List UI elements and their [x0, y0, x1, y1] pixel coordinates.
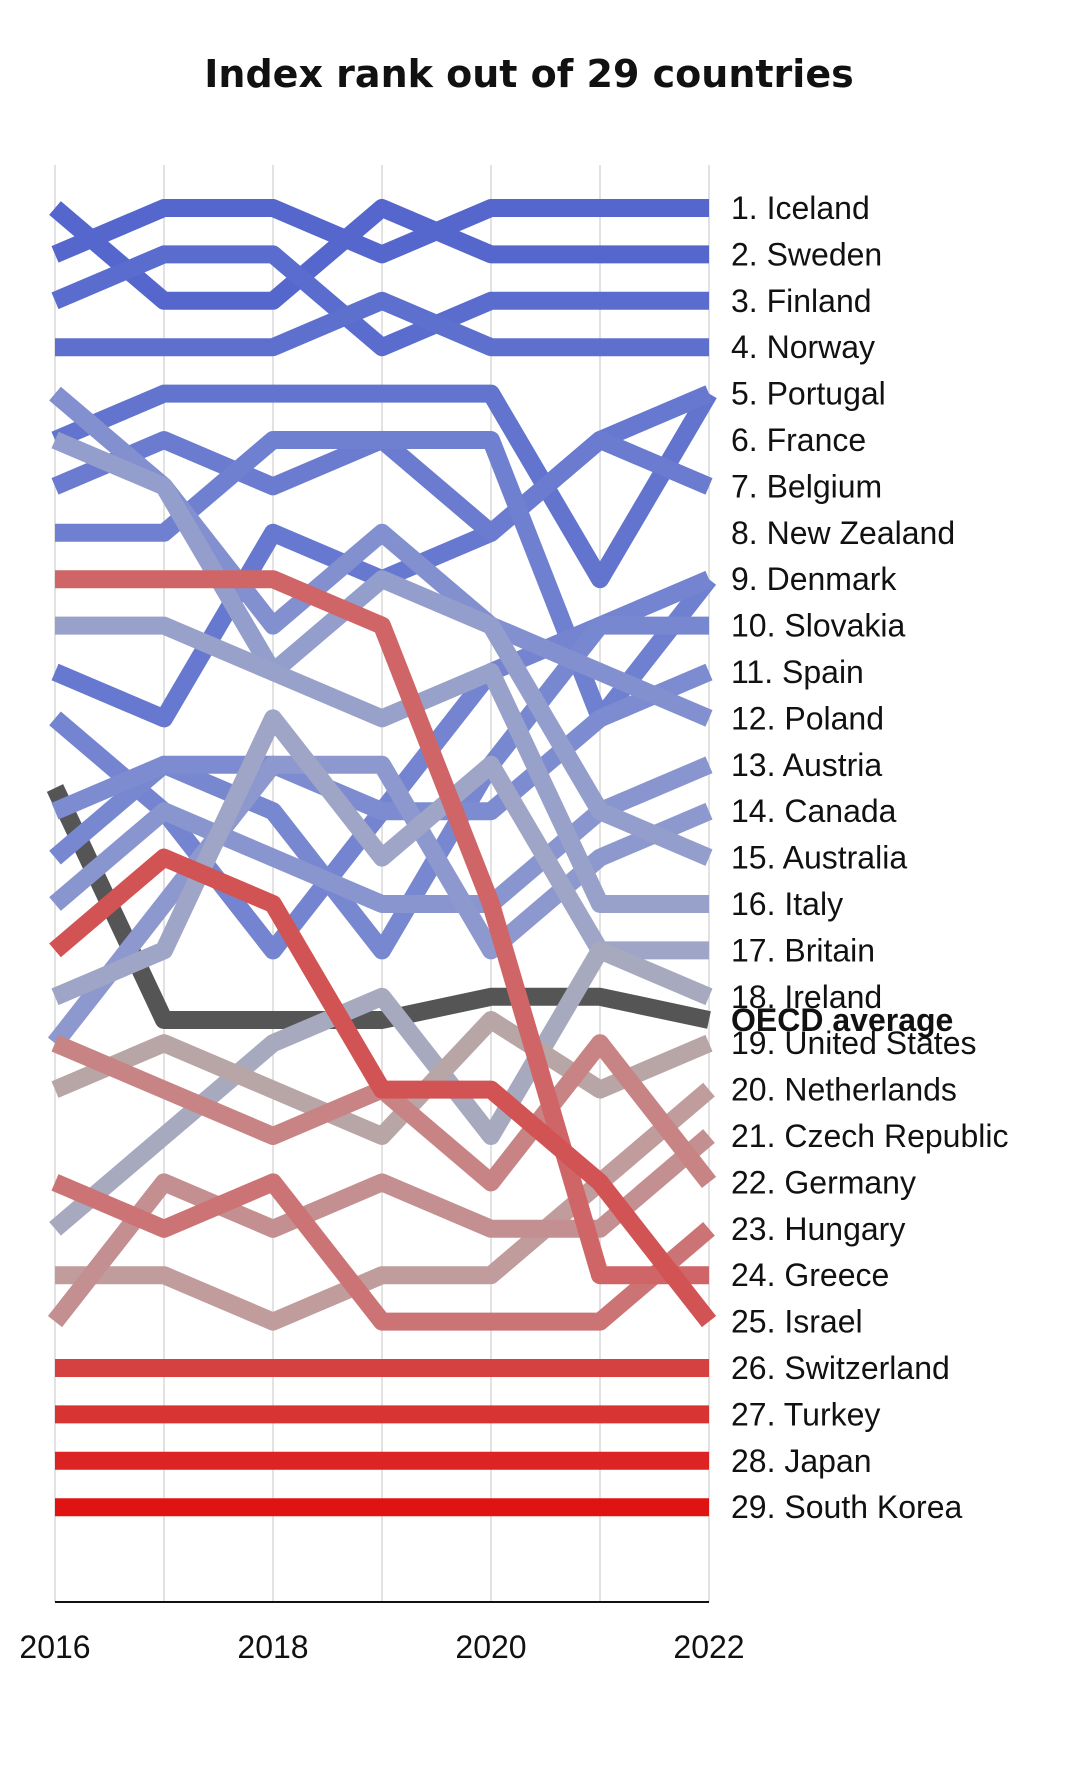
rank-label-switzerland: 26. Switzerland [731, 1350, 950, 1386]
rank-label-turkey: 27. Turkey [731, 1396, 880, 1432]
series-line-israel [49, 848, 717, 1328]
rank-label-france: 6. France [731, 422, 866, 458]
rank-label-hungary: 23. Hungary [731, 1211, 905, 1247]
rank-label-italy: 16. Italy [731, 886, 843, 922]
rank-label-norway: 4. Norway [731, 329, 875, 365]
rank-labels: 1. Iceland 2. Sweden 3. Finland 4. Norway 5.… [731, 190, 1008, 1525]
rank-label-canada: 14. Canada [731, 793, 897, 829]
series-line-sweden [49, 199, 709, 310]
rank-label-oecd-average: OECD average [731, 1002, 953, 1038]
rank-label-slovakia: 10. Slovakia [731, 608, 906, 644]
rank-label-new-zealand: 8. New Zealand [731, 515, 955, 551]
x-tick-label-2018: 2018 [237, 1629, 308, 1665]
rank-label-sweden: 2. Sweden [731, 236, 882, 272]
rank-label-denmark: 9. Denmark [731, 561, 897, 597]
rank-label-united-states: 19. United States [731, 1025, 976, 1061]
series-line-hungary [51, 1173, 715, 1331]
series-line-finland [51, 245, 709, 357]
rank-label-britain: 17. Britain [731, 932, 875, 968]
rank-label-portugal: 5. Portugal [731, 376, 886, 412]
chart-title: Index rank out of 29 countries [204, 52, 854, 96]
series-line-spain [51, 663, 713, 821]
rank-label-south-korea: 29. South Korea [731, 1489, 962, 1525]
series-line-czech-republic [47, 1129, 715, 1328]
series-line-iceland [51, 199, 709, 264]
x-tick-label-2020: 2020 [455, 1629, 526, 1665]
rank-label-iceland: 1. Iceland [731, 190, 870, 226]
series-line-norway [55, 291, 709, 357]
rank-label-austria: 13. Austria [731, 747, 882, 783]
rank-label-czech-republic: 21. Czech Republic [731, 1118, 1008, 1154]
x-axis: 2016 2018 2020 2022 [19, 1601, 745, 1665]
x-tick-label-2022: 2022 [673, 1629, 744, 1665]
series-line-australia [51, 431, 713, 866]
gridlines [54, 165, 710, 1602]
series-line-canada [47, 755, 713, 1049]
rank-label-israel: 25. Israel [731, 1304, 863, 1340]
rank-label-spain: 11. Spain [731, 654, 864, 690]
rank-label-germany: 22. Germany [731, 1164, 916, 1200]
series-lines [46, 199, 717, 1517]
rank-label-poland: 12. Poland [731, 700, 884, 736]
rank-label-greece: 24. Greece [731, 1257, 889, 1293]
rank-label-australia: 15. Australia [731, 840, 907, 876]
series-line-oecd-average [46, 784, 711, 1029]
rank-label-netherlands: 20. Netherlands [731, 1072, 957, 1108]
rank-label-belgium: 7. Belgium [731, 468, 882, 504]
rank-label-ireland: 18. Ireland [731, 979, 882, 1015]
series-line-united-states [51, 1011, 713, 1145]
rank-label-japan: 28. Japan [731, 1443, 872, 1479]
series-line-portugal [51, 384, 717, 589]
series-line-greece [55, 570, 709, 1285]
series-line-italy [55, 616, 709, 913]
rank-label-finland: 3. Finland [731, 283, 872, 319]
series-line-ireland [49, 941, 713, 1236]
x-tick-label-2016: 2016 [19, 1629, 90, 1665]
